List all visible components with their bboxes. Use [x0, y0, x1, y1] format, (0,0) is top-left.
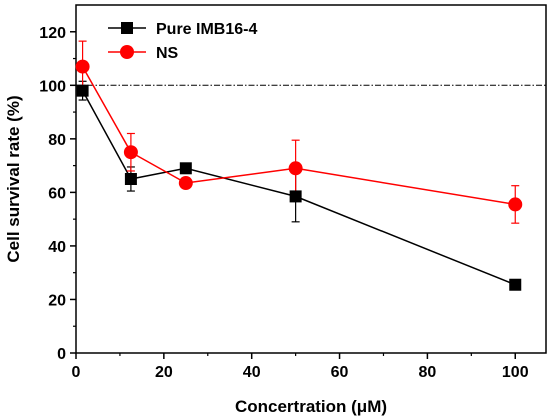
data-point-circle	[75, 59, 90, 74]
y-tick-label: 100	[39, 78, 66, 95]
x-tick-label: 0	[72, 364, 81, 381]
y-axis-title: Cell survival rate (%)	[4, 95, 23, 262]
legend-label: Pure IMB16-4	[156, 21, 257, 38]
x-tick-label: 60	[331, 364, 349, 381]
y-tick-label: 80	[48, 132, 66, 149]
data-point-square	[289, 190, 302, 203]
y-tick-label: 120	[39, 25, 66, 42]
y-tick-label: 0	[57, 346, 66, 363]
plot-frame	[75, 4, 547, 354]
data-point-square	[124, 173, 137, 185]
data-point-square	[509, 278, 522, 291]
x-tick-label: 80	[419, 364, 437, 381]
axes: 0 20 40 60 80 100 0 20 40 60 80 100 120	[39, 4, 547, 381]
data-point-square	[76, 84, 89, 97]
y-tick-label: 40	[48, 239, 66, 256]
data-point-circle	[178, 176, 193, 191]
legend: Pure IMB16-4 NS	[108, 21, 257, 62]
legend-marker-circle	[120, 45, 134, 59]
legend-marker-square	[121, 22, 133, 34]
y-tick-label: 20	[48, 292, 66, 309]
x-axis-title: Concertration (μM)	[235, 397, 387, 416]
series-line	[81, 90, 516, 286]
x-tick-label: 100	[502, 364, 529, 381]
legend-label: NS	[156, 45, 179, 62]
series-layer	[75, 40, 523, 291]
x-tick-label: 20	[155, 364, 173, 381]
x-tick-label: 40	[243, 364, 261, 381]
y-tick-label: 60	[48, 185, 66, 202]
data-point-circle	[508, 197, 523, 212]
data-point-square	[179, 162, 192, 175]
data-point-circle	[288, 161, 303, 176]
data-point-circle	[123, 145, 138, 160]
series-line	[81, 66, 516, 206]
